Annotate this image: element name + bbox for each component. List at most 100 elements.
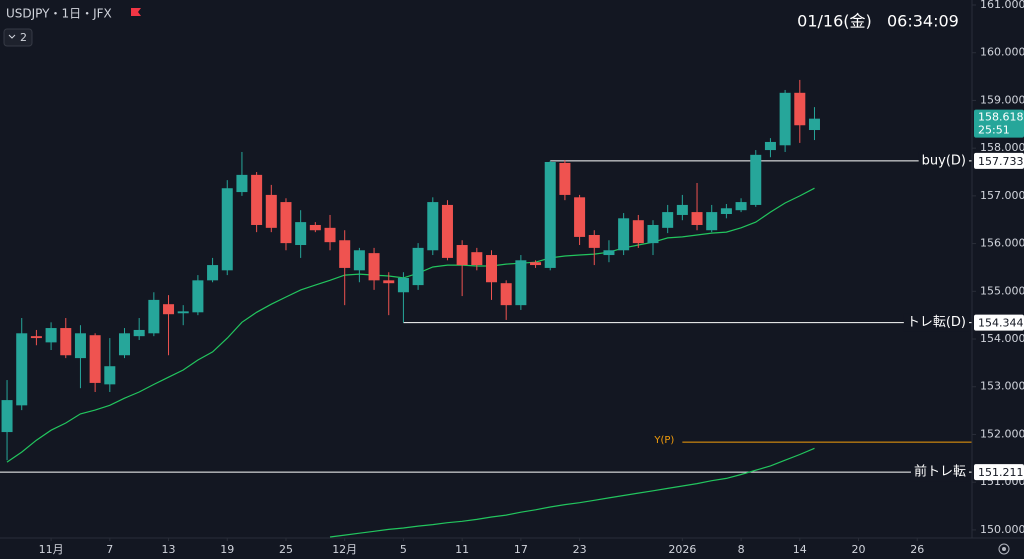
candle-body: [500, 283, 512, 306]
y-tick-label: 150.000: [980, 523, 1024, 536]
x-tick-label: 19: [220, 543, 234, 556]
candle-body: [515, 260, 527, 306]
candle-body: [30, 336, 42, 339]
candle-body: [764, 141, 776, 151]
level-label-bg: [903, 313, 969, 332]
flag-icon: [131, 8, 141, 16]
candle-body: [177, 311, 189, 314]
price-box-label: 151.211: [978, 466, 1024, 479]
candle-body: [265, 194, 277, 228]
candle-body: [544, 161, 556, 268]
candle-body: [750, 154, 762, 205]
current-price-box: [974, 109, 1024, 138]
x-tick-label: 14: [793, 543, 807, 556]
candle-body: [441, 204, 453, 258]
candle-body: [353, 250, 365, 271]
candle-body: [339, 240, 351, 268]
candle-body: [118, 333, 130, 356]
candle-body: [647, 224, 659, 244]
candle-body: [148, 299, 160, 334]
price-box: [974, 152, 1024, 169]
indicator-toggle[interactable]: [3, 28, 33, 47]
candle-body: [691, 212, 703, 225]
indicator-count: 2: [20, 31, 27, 44]
candle-body: [706, 212, 718, 231]
x-tick-label: 23: [573, 543, 587, 556]
y-tick-label: 155.000: [980, 284, 1024, 297]
level-label: Y(P): [653, 435, 674, 446]
candle-body: [559, 162, 571, 195]
x-tick-label: 12月: [332, 543, 357, 556]
level-label: 前トレ転: [914, 464, 966, 480]
candle-body: [603, 250, 615, 256]
candle-body: [16, 333, 28, 406]
candle-body: [735, 202, 747, 211]
candle-body: [133, 329, 145, 337]
candle-body: [295, 222, 307, 246]
y-tick-label: 152.000: [980, 427, 1024, 440]
candle-body: [280, 202, 292, 244]
candle-body: [779, 92, 791, 146]
candle-body: [720, 208, 732, 215]
y-tick-label: 160.000: [980, 46, 1024, 59]
candle-body: [618, 218, 630, 251]
y-tick-label: 161.000: [980, 0, 1024, 11]
candle-body: [74, 333, 86, 359]
x-tick-label: 5: [400, 543, 407, 556]
settings-icon[interactable]: [998, 543, 1010, 555]
x-tick-label: 25: [279, 543, 293, 556]
countdown: 25:51: [978, 124, 1010, 137]
candle-body: [207, 265, 219, 281]
level-label: トレ転(D): [907, 315, 966, 330]
chevron-icon: [8, 34, 16, 39]
candle-body: [676, 204, 688, 215]
moving-average: [6, 187, 815, 463]
candle-body: [1, 400, 13, 433]
candle-body: [251, 174, 263, 225]
candle-body: [574, 197, 586, 237]
y-tick-label: 157.000: [980, 189, 1024, 202]
candle-body: [662, 212, 674, 228]
level-label-bg: [918, 151, 969, 170]
candle-body: [530, 262, 542, 266]
candle-body: [45, 328, 57, 343]
y-tick-label: 158.000: [980, 141, 1024, 154]
candle-body: [456, 245, 468, 266]
candle-body: [588, 235, 600, 248]
symbol-title: USDJPY・1日・JFX: [6, 7, 112, 21]
x-tick-label: 11: [455, 543, 469, 556]
current-price: 158.618: [978, 111, 1024, 124]
candle-body: [632, 220, 644, 244]
candle-body: [427, 202, 439, 251]
x-tick-label: 20: [852, 543, 866, 556]
candle-body: [794, 92, 806, 126]
x-tick-label: 8: [738, 543, 745, 556]
x-tick-label: 26: [910, 543, 924, 556]
level-label: buy(D): [922, 153, 966, 168]
price-box: [974, 464, 1024, 481]
price-box: [974, 314, 1024, 331]
candle-body: [104, 366, 116, 385]
candle-body: [192, 280, 204, 313]
settings-icon-dot: [1002, 547, 1006, 551]
candle-body: [89, 335, 101, 383]
x-tick-label: 11月: [39, 543, 64, 556]
candle-body: [163, 304, 175, 315]
y-tick-label: 159.000: [980, 93, 1024, 106]
candle-body: [397, 277, 409, 293]
y-tick-label: 156.000: [980, 237, 1024, 250]
candle-body: [324, 227, 336, 243]
candle-body: [368, 253, 380, 281]
candle-body: [236, 174, 248, 193]
candle-body: [412, 247, 424, 286]
candle-body: [808, 118, 820, 131]
candle-body: [221, 188, 233, 271]
candle-body: [486, 255, 498, 283]
candle-body: [60, 328, 72, 356]
moving-average: [329, 447, 815, 538]
x-tick-label: 17: [514, 543, 528, 556]
y-tick-label: 153.000: [980, 380, 1024, 393]
